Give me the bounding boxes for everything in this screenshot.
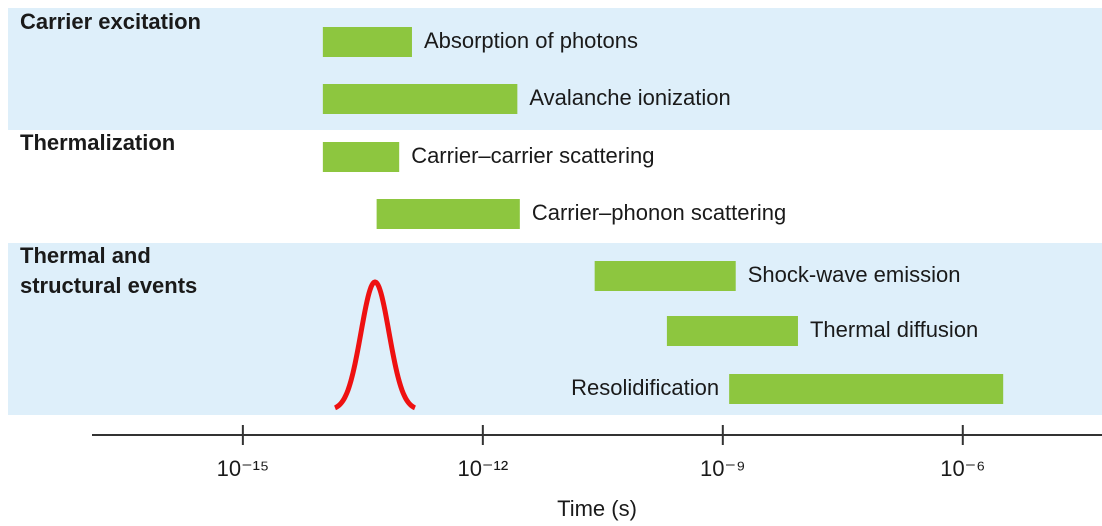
- bar: [322, 142, 400, 172]
- laser-pulse: [334, 279, 416, 411]
- x-tick-label: 10⁻⁶: [940, 456, 985, 481]
- x-tick-label: 10⁻⁹: [700, 456, 746, 481]
- group-label: Thermalization: [20, 130, 176, 155]
- bar-label: Shock-wave emission: [748, 262, 961, 287]
- bar-label: Avalanche ionization: [529, 85, 730, 110]
- x-tick-label: 10⁻¹⁵: [217, 456, 270, 481]
- group-label: Thermal and structural events: [20, 243, 198, 298]
- bar: [666, 316, 798, 346]
- bar: [729, 374, 1004, 404]
- bar: [322, 27, 412, 57]
- bar-label: Carrier–carrier scattering: [411, 143, 654, 168]
- x-axis-label: Time (s): [557, 496, 637, 521]
- bar: [376, 199, 520, 229]
- bar-label: Thermal diffusion: [810, 317, 978, 342]
- group-band: [8, 8, 1102, 130]
- bar-label: Carrier–phonon scattering: [532, 200, 786, 225]
- x-tick-label: 10⁻¹²: [457, 456, 508, 481]
- bar: [322, 84, 518, 114]
- group-label: Carrier excitation: [20, 9, 201, 34]
- bar-label: Resolidification: [571, 375, 719, 400]
- bar-label: Absorption of photons: [424, 28, 638, 53]
- bar: [594, 261, 736, 291]
